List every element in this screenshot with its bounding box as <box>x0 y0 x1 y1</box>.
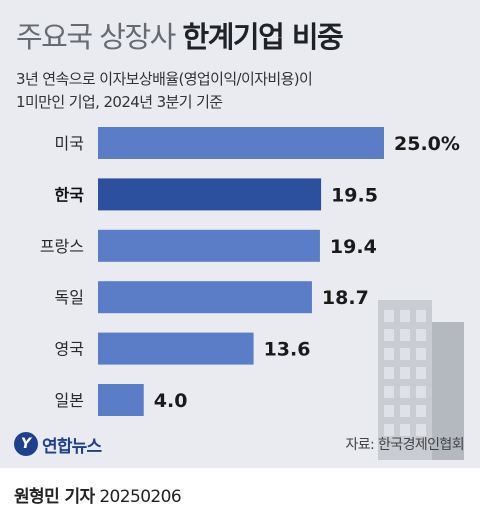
subtitle-line-2: 1미만인 기업, 2024년 3분기 기준 <box>16 93 223 111</box>
value-label: 4.0 <box>154 390 188 412</box>
building-window <box>416 367 426 379</box>
bar <box>98 178 322 211</box>
building-window <box>400 367 410 379</box>
logo-mark-icon: Y <box>14 432 38 456</box>
value-label: 18.7 <box>322 287 369 309</box>
bar <box>98 384 144 416</box>
building-window <box>416 405 426 417</box>
building-window <box>384 329 394 341</box>
building-window <box>384 424 394 436</box>
building-window <box>416 348 426 360</box>
bar <box>98 229 320 262</box>
building-window <box>384 348 394 360</box>
value-label: 13.6 <box>264 339 311 361</box>
bar <box>98 127 384 159</box>
building-icon <box>378 300 464 460</box>
publish-date: 20250206 <box>99 487 182 507</box>
category-label: 독일 <box>55 288 84 307</box>
bars-group: 미국 25.0% 한국 19.5 프랑스 19.4 독일 18.7 영국 13.6 일본 4.0 <box>40 127 460 416</box>
bar <box>98 281 312 314</box>
category-label: 영국 <box>55 340 84 359</box>
value-label: 19.4 <box>330 236 377 258</box>
title-light: 주요국 상장사 <box>16 20 176 54</box>
building-window <box>400 405 410 417</box>
building-window <box>384 386 394 398</box>
yonhap-logo: Y 연합뉴스 <box>14 431 102 457</box>
building-window <box>400 310 410 322</box>
building-window <box>384 367 394 379</box>
building-window <box>400 348 410 360</box>
building-window <box>384 405 394 417</box>
building-window <box>416 329 426 341</box>
category-label: 일본 <box>55 391 84 410</box>
chart-title: 주요국 상장사 한계기업 비중 <box>16 14 344 56</box>
subtitle-line-1: 3년 연속으로 이자보상배율(영업이익/이자비용)이 <box>16 70 313 88</box>
building-side <box>432 322 464 460</box>
building-window <box>416 310 426 322</box>
building-window <box>416 386 426 398</box>
building-window <box>400 329 410 341</box>
bar-chart: 미국 25.0% 한국 19.5 프랑스 19.4 독일 18.7 영국 13.6 일본 4.0 <box>40 127 464 460</box>
value-label: 25.0% <box>394 133 460 155</box>
bar <box>98 332 254 365</box>
building-window <box>400 386 410 398</box>
building-window <box>416 424 426 436</box>
building-window <box>384 310 394 322</box>
building-window <box>400 424 410 436</box>
category-label: 미국 <box>55 134 84 153</box>
logo-text: 연합뉴스 <box>42 436 102 457</box>
source-note: 자료: 한국경제인협회 <box>345 437 465 453</box>
author: 원형민 기자 <box>14 487 95 507</box>
title-bold: 한계기업 비중 <box>182 20 344 54</box>
value-label: 19.5 <box>331 184 378 206</box>
category-label: 한국 <box>55 185 85 204</box>
credit-line: 원형민 기자 20250206 <box>14 482 182 507</box>
category-label: 프랑스 <box>40 237 84 256</box>
chart-subtitle: 3년 연속으로 이자보상배율(영업이익/이자비용)이 1미만인 기업, 2024… <box>16 68 313 114</box>
